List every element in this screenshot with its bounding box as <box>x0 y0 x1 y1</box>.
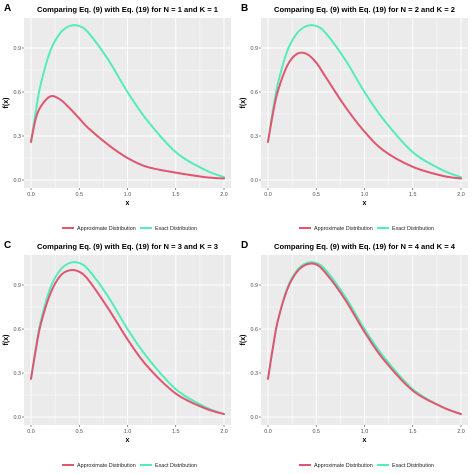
x-axis-label: x <box>363 437 367 444</box>
y-axis-label: f(x) <box>240 335 247 346</box>
y-tick-label: 0.6 <box>14 327 22 333</box>
x-tick-label: 0.0 <box>264 429 272 435</box>
y-tick-label: 0.6 <box>251 90 259 96</box>
x-tick-label: 2.0 <box>457 429 465 435</box>
x-axis-label: x <box>126 200 130 207</box>
approximate-series-line <box>30 95 225 180</box>
exact-series-line <box>267 24 462 179</box>
y-tick-label: 0.9 <box>14 46 22 52</box>
y-tick-label: 0.0 <box>14 415 22 421</box>
y-tick-label: 0.0 <box>251 178 259 184</box>
x-tick-label: 0.5 <box>313 429 321 435</box>
legend-label-exact: Exact Distribution <box>155 463 197 469</box>
x-tick-label: 1.5 <box>409 192 417 198</box>
x-tick-label: 1.5 <box>172 192 180 198</box>
legend-label-approximate: Approximate Distribution <box>77 226 136 232</box>
approximate-series-line <box>30 269 225 416</box>
chart-panel-d: D Comparing Eq. (9) with Eq. (19) for N =… <box>237 237 474 474</box>
chart-panel-a: A Comparing Eq. (9) with Eq. (19) for N =… <box>0 0 237 237</box>
chart-title: Comparing Eq. (9) with Eq. (19) for N = … <box>37 5 219 14</box>
y-tick-label: 0.0 <box>251 415 259 421</box>
x-tick-label: 0.5 <box>76 192 84 198</box>
x-tick-label: 0.0 <box>27 192 35 198</box>
x-axis-label: x <box>363 200 367 207</box>
chart-svg: C Comparing Eq. (9) with Eq. (19) for N =… <box>3 240 231 469</box>
y-tick-label: 0.3 <box>14 371 22 377</box>
x-tick-label: 0.5 <box>76 429 84 435</box>
y-tick-label: 0.9 <box>14 283 22 289</box>
legend-label-exact: Exact Distribution <box>392 226 434 232</box>
x-tick-label: 1.0 <box>361 192 369 198</box>
chart-title: Comparing Eq. (9) with Eq. (19) for N = … <box>274 5 455 14</box>
x-tick-label: 2.0 <box>457 192 465 198</box>
x-tick-label: 0.0 <box>264 192 272 198</box>
chart-svg: A Comparing Eq. (9) with Eq. (19) for N =… <box>3 3 231 232</box>
y-axis-label: f(x) <box>240 98 247 109</box>
panel-letter: B <box>241 3 248 14</box>
x-tick-label: 1.0 <box>124 192 132 198</box>
y-tick-label: 0.3 <box>14 134 22 140</box>
legend-label-exact: Exact Distribution <box>155 226 197 232</box>
x-tick-label: 0.5 <box>313 192 321 198</box>
x-tick-label: 2.0 <box>220 192 228 198</box>
y-tick-label: 0.0 <box>14 178 22 184</box>
y-axis-label: f(x) <box>3 98 10 109</box>
legend-label-exact: Exact Distribution <box>392 463 434 469</box>
exact-series-line <box>30 24 225 179</box>
legend-label-approximate: Approximate Distribution <box>77 463 136 469</box>
y-tick-label: 0.9 <box>251 46 259 52</box>
chart-title: Comparing Eq. (9) with Eq. (19) for N = … <box>37 242 218 251</box>
chart-svg: D Comparing Eq. (9) with Eq. (19) for N =… <box>240 240 468 469</box>
chart-panel-b: B Comparing Eq. (9) with Eq. (19) for N =… <box>237 0 474 237</box>
x-tick-label: 2.0 <box>220 429 228 435</box>
panel-letter: D <box>241 240 248 251</box>
x-tick-label: 0.0 <box>27 429 35 435</box>
x-tick-label: 1.5 <box>409 429 417 435</box>
chart-title: Comparing Eq. (9) with Eq. (19) for N = … <box>274 242 456 251</box>
x-tick-label: 1.5 <box>172 429 180 435</box>
chart-svg: B Comparing Eq. (9) with Eq. (19) for N =… <box>240 3 468 232</box>
y-tick-label: 0.3 <box>251 134 259 140</box>
y-tick-label: 0.6 <box>251 327 259 333</box>
chart-panel-c: C Comparing Eq. (9) with Eq. (19) for N =… <box>0 237 237 474</box>
x-tick-label: 1.0 <box>361 429 369 435</box>
legend-label-approximate: Approximate Distribution <box>314 226 373 232</box>
x-axis-label: x <box>126 437 130 444</box>
panel-letter: C <box>4 240 11 251</box>
y-axis-label: f(x) <box>3 335 10 346</box>
approximate-series-line <box>267 262 462 416</box>
legend-label-approximate: Approximate Distribution <box>314 463 373 469</box>
approximate-series-line <box>267 51 462 180</box>
y-tick-label: 0.9 <box>251 283 259 289</box>
x-tick-label: 1.0 <box>124 429 132 435</box>
panel-letter: A <box>4 3 11 14</box>
y-tick-label: 0.3 <box>251 371 259 377</box>
y-tick-label: 0.6 <box>14 90 22 96</box>
